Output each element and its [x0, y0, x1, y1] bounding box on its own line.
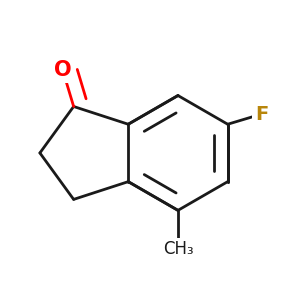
Text: F: F [255, 105, 268, 124]
Text: CH₃: CH₃ [163, 240, 193, 258]
Text: O: O [54, 60, 71, 80]
